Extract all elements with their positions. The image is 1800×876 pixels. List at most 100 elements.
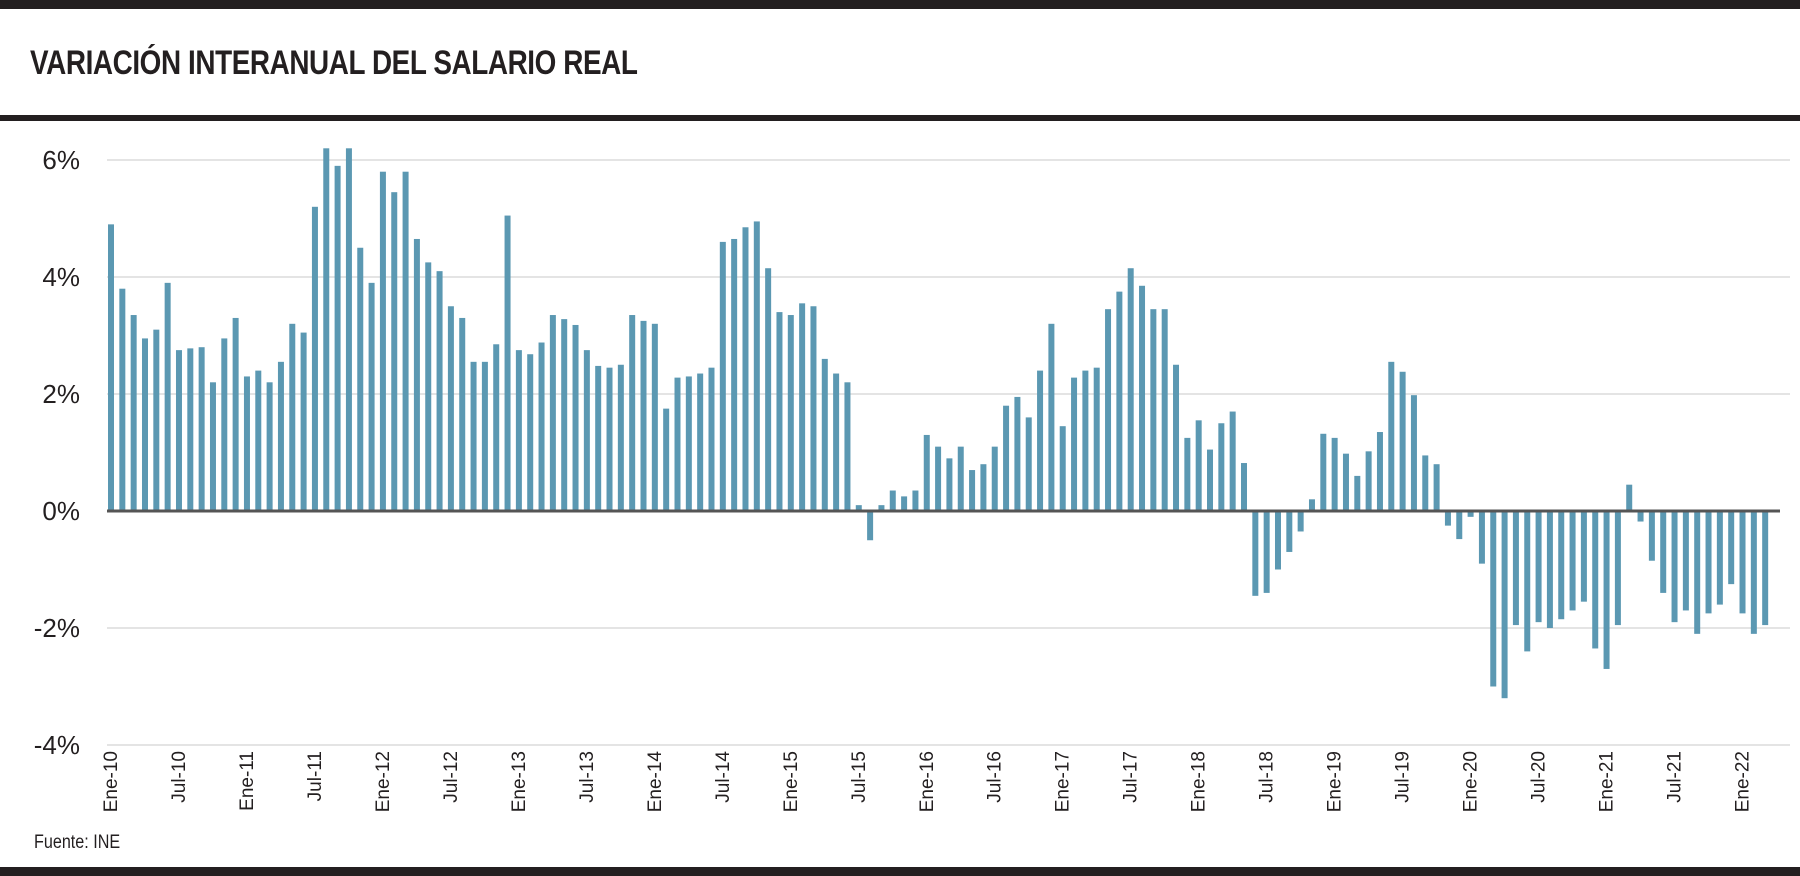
- bar: [1241, 463, 1247, 511]
- bar: [1014, 396, 1021, 512]
- x-tick-label: Ene-16: [917, 751, 938, 812]
- bar: [901, 496, 908, 512]
- bar: [311, 206, 318, 512]
- x-tick-label: Jul-14: [713, 751, 734, 803]
- bar: [1546, 511, 1553, 628]
- bar: [1320, 433, 1327, 511]
- bar: [1671, 511, 1678, 623]
- bar: [1059, 426, 1066, 512]
- x-tick-label: Jul-11: [305, 751, 326, 801]
- bar: [719, 241, 726, 511]
- x-tick-label: Jul-21: [1665, 751, 1686, 803]
- bar: [379, 171, 386, 511]
- bar: [663, 408, 670, 512]
- bar: [685, 376, 692, 511]
- bar: [549, 315, 556, 511]
- y-tick-label: 0%: [42, 496, 80, 526]
- bar: [447, 306, 454, 511]
- x-tick-label: Jul-13: [577, 751, 598, 803]
- bar: [232, 317, 239, 511]
- y-axis-ticks: 6% 4% 2% 0% -2% -4%: [34, 145, 80, 760]
- bar: [606, 367, 613, 511]
- bar: [221, 338, 228, 511]
- x-tick-label: Jul-19: [1393, 751, 1414, 803]
- bar: [1558, 511, 1565, 620]
- bar: [787, 315, 794, 511]
- bar: [1376, 432, 1383, 511]
- bar: [1071, 377, 1078, 511]
- bar: [1603, 511, 1610, 669]
- bar: [799, 303, 806, 511]
- bar: [538, 342, 545, 511]
- bar: [300, 332, 307, 511]
- bar: [1342, 453, 1349, 511]
- bar: [515, 350, 522, 512]
- bar: [277, 361, 284, 511]
- y-tick-label: 2%: [42, 379, 80, 409]
- bar: [651, 323, 658, 511]
- bar: [1388, 361, 1395, 511]
- bar: [1444, 511, 1451, 526]
- bar: [141, 338, 148, 511]
- bar: [1308, 499, 1315, 511]
- x-tick-label: Jul-18: [1257, 751, 1278, 803]
- bar: [617, 364, 624, 511]
- bar: [957, 446, 964, 511]
- bar: [1422, 455, 1429, 511]
- bar: [731, 238, 738, 511]
- bar: [1501, 511, 1508, 699]
- bar: [1150, 309, 1157, 511]
- bar: [243, 376, 250, 511]
- bar: [164, 282, 171, 511]
- bar: [1490, 511, 1497, 687]
- x-tick-label: Jul-12: [441, 751, 462, 803]
- bar: [289, 323, 296, 511]
- bar: [697, 373, 704, 511]
- bar: [1093, 367, 1100, 511]
- bar: [765, 268, 772, 511]
- x-tick-label: Ene-14: [645, 751, 666, 813]
- x-tick-label: Jul-20: [1529, 751, 1550, 803]
- bar: [810, 306, 817, 511]
- x-tick-label: Jul-17: [1121, 751, 1142, 803]
- bar: [153, 329, 160, 511]
- bar: [459, 317, 466, 511]
- bar: [1467, 511, 1474, 517]
- bar: [1614, 511, 1621, 626]
- bar: [595, 365, 602, 511]
- x-tick-label: Ene-10: [101, 751, 122, 812]
- bar: [1512, 511, 1519, 626]
- bar: [1637, 511, 1644, 522]
- bar: [481, 361, 488, 511]
- bar: [368, 282, 375, 511]
- bar: [844, 382, 851, 511]
- bar: [1274, 511, 1281, 570]
- bar: [470, 361, 477, 511]
- bar: [753, 221, 760, 511]
- bar: [130, 315, 137, 511]
- bar: [583, 350, 590, 512]
- bar: [1195, 420, 1202, 511]
- bar: [1478, 511, 1485, 564]
- bar: [561, 319, 568, 511]
- x-axis-ticks: Ene-10 Jul-10 Ene-11 Jul-11 Ene-12 Jul-12 Ene-…: [101, 751, 1754, 813]
- bar: [1750, 511, 1757, 634]
- bar: [969, 470, 976, 511]
- x-tick-label: Ene-17: [1053, 751, 1074, 812]
- bar: [119, 288, 126, 511]
- bar: [572, 324, 579, 511]
- bar: [629, 315, 636, 511]
- bar: [1173, 364, 1180, 511]
- x-tick-label: Ene-13: [509, 751, 530, 812]
- bar: [1456, 511, 1463, 540]
- bar: [1705, 511, 1712, 614]
- bar: [935, 446, 942, 511]
- bar: [821, 358, 828, 511]
- x-tick-label: Ene-18: [1189, 751, 1210, 812]
- bar: [742, 227, 749, 511]
- x-tick-label: Jul-16: [985, 751, 1006, 803]
- bar: [493, 344, 500, 511]
- bar: [1728, 511, 1735, 585]
- x-tick-label: Ene-20: [1461, 751, 1482, 812]
- bar: [1739, 511, 1746, 614]
